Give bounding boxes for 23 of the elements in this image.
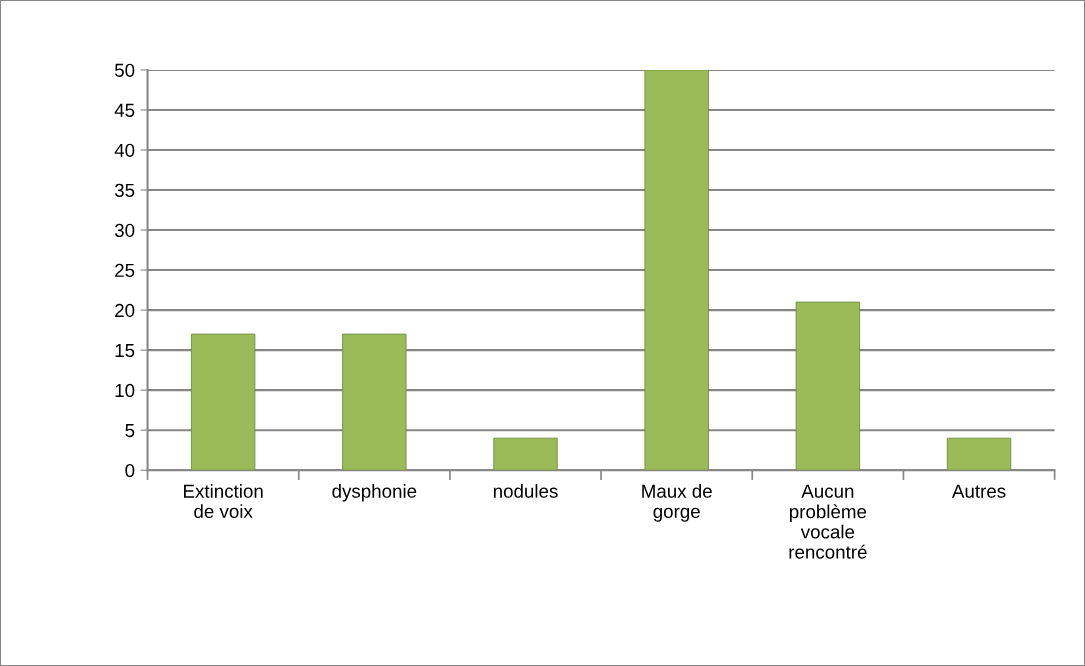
- bar: [190, 333, 256, 471]
- x-tick-label: dysphonie: [332, 484, 417, 502]
- bar: [644, 69, 709, 471]
- y-tick-label: 5: [125, 424, 135, 438]
- y-tick-label: 40: [114, 143, 135, 157]
- bar: [946, 437, 1012, 471]
- y-tick-label: 20: [115, 303, 135, 318]
- x-tick-label: Maux de gorge: [642, 484, 712, 522]
- y-tick-label: 45: [114, 103, 135, 117]
- bar: [795, 301, 861, 471]
- x-tick-label: nodules: [493, 484, 558, 498]
- y-tick-label: 25: [115, 263, 135, 278]
- x-tick-label: Autres: [951, 484, 1006, 498]
- bar: [493, 437, 558, 471]
- x-tick-label: Extinction de voix: [184, 484, 263, 519]
- y-tick-label: 30: [114, 223, 135, 238]
- y-tick-label: 50: [114, 63, 135, 77]
- bar: [342, 333, 407, 471]
- y-tick-label: 35: [114, 183, 135, 197]
- y-tick-label: 10: [115, 383, 135, 398]
- y-tick-label: 15: [115, 344, 135, 358]
- x-tick-label: Aucun problème vocale rencontré: [789, 484, 867, 559]
- y-tick-label: 0: [125, 463, 135, 478]
